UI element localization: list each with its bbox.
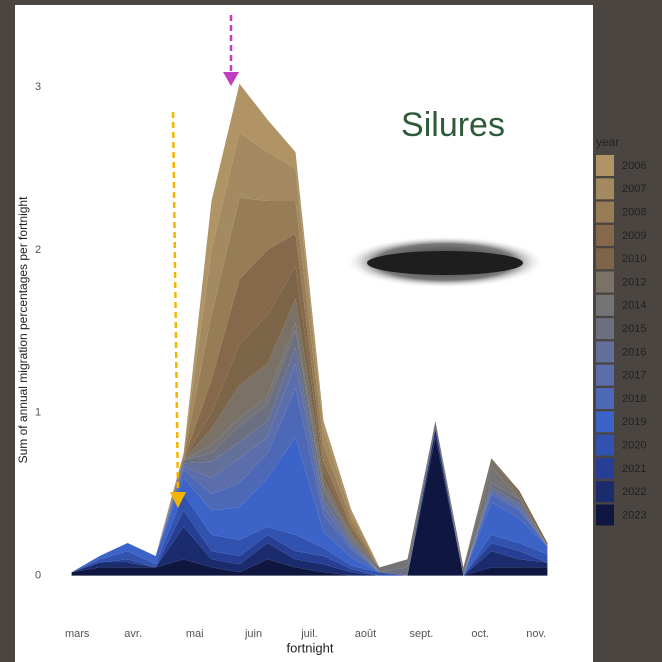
legend-swatch (596, 481, 614, 503)
area (71, 429, 548, 576)
legend-title: year (596, 135, 619, 149)
arrow-start (171, 111, 180, 496)
legend-swatch (596, 294, 614, 316)
legend-swatch (596, 504, 614, 526)
x-tick-label: mai (186, 628, 204, 640)
legend-swatch (596, 388, 614, 409)
areas (71, 83, 548, 576)
legend-swatch (596, 318, 614, 340)
legend-label: 2019 (622, 416, 646, 428)
legend-label: 2008 (622, 207, 646, 219)
arrow-head (170, 492, 186, 508)
legend-label: 2014 (622, 300, 646, 312)
legend-swatch (596, 248, 614, 270)
legend-label: 2021 (622, 463, 646, 475)
legend-swatch (596, 224, 614, 246)
x-tick-label: juin (244, 628, 262, 640)
legend-label: 2015 (622, 323, 646, 335)
legend-label: 2022 (622, 486, 646, 498)
legend-swatch (596, 411, 614, 433)
y-tick-label: 2 (35, 244, 41, 256)
legend-label: 2017 (622, 370, 646, 382)
legend-label: 2020 (622, 440, 646, 452)
legend-swatch (596, 434, 614, 456)
x-tick-label: août (355, 628, 376, 640)
legend-label: 2009 (622, 230, 646, 242)
x-tick-label: avr. (124, 628, 142, 640)
legend-swatch (596, 178, 614, 200)
legend-label: 2010 (622, 253, 646, 265)
legend-label: 2023 (622, 509, 646, 521)
area (71, 429, 548, 576)
legend-label: 2006 (622, 160, 646, 172)
legend-label: 2016 (622, 346, 646, 358)
area (71, 437, 548, 576)
legend-swatch (596, 271, 614, 293)
legend-label: 2012 (622, 276, 646, 288)
legend-swatch (596, 341, 614, 363)
legend-swatch (596, 201, 614, 223)
x-axis-title: fortnight (287, 640, 334, 655)
x-tick-label: oct. (471, 628, 489, 640)
chart-title: Silures (401, 106, 505, 144)
y-tick-label: 1 (35, 407, 41, 419)
y-tick-label: 3 (35, 81, 41, 93)
x-tick-label: mars (65, 628, 90, 640)
legend-swatch (596, 457, 614, 479)
area (71, 429, 548, 576)
y-tick-label: 0 (35, 569, 41, 581)
y-axis-title: Sum of annual migration percentages per … (16, 196, 30, 463)
area (71, 388, 548, 576)
x-tick-label: nov. (526, 628, 546, 640)
arrow-head (223, 72, 239, 86)
x-tick-label: sept. (410, 628, 434, 640)
legend-label: 2007 (622, 183, 646, 195)
legend-swatch (596, 155, 614, 176)
fish-body (367, 251, 523, 275)
legend-label: 2018 (622, 393, 646, 405)
x-tick-label: juil. (300, 628, 318, 640)
legend-swatch (596, 364, 614, 386)
area (71, 429, 548, 576)
